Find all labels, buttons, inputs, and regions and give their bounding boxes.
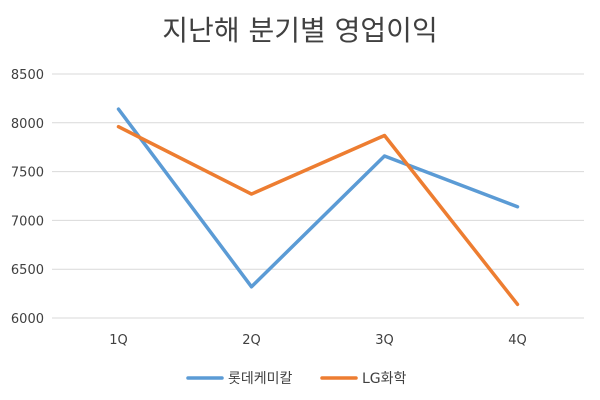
y-tick-label: 7000 — [11, 214, 44, 229]
series-lines — [116, 107, 520, 307]
x-axis-ticks: 1Q 2Q 3Q 4Q — [109, 333, 527, 348]
x-tick-label: 4Q — [508, 333, 527, 348]
legend-label: LG화학 — [362, 371, 407, 387]
series-line-2 — [116, 124, 520, 307]
x-tick-label: 3Q — [375, 333, 394, 348]
y-tick-label: 6000 — [11, 312, 44, 327]
y-tick-label: 8500 — [11, 68, 44, 83]
x-tick-label: 2Q — [242, 333, 261, 348]
y-axis-ticks: 6000 6500 7000 7500 8000 8500 — [11, 68, 44, 327]
series-line-1 — [116, 107, 520, 289]
y-tick-label: 7500 — [11, 166, 44, 181]
y-tick-label: 8000 — [11, 117, 44, 132]
legend-label: 롯데케미칼 — [228, 371, 293, 387]
legend: 롯데케미칼 LG화학 — [186, 371, 407, 387]
chart-title: 지난해 분기별 영업이익 — [162, 14, 437, 47]
y-tick-label: 6500 — [11, 263, 44, 278]
x-tick-label: 1Q — [109, 333, 128, 348]
gridlines — [52, 73, 584, 319]
